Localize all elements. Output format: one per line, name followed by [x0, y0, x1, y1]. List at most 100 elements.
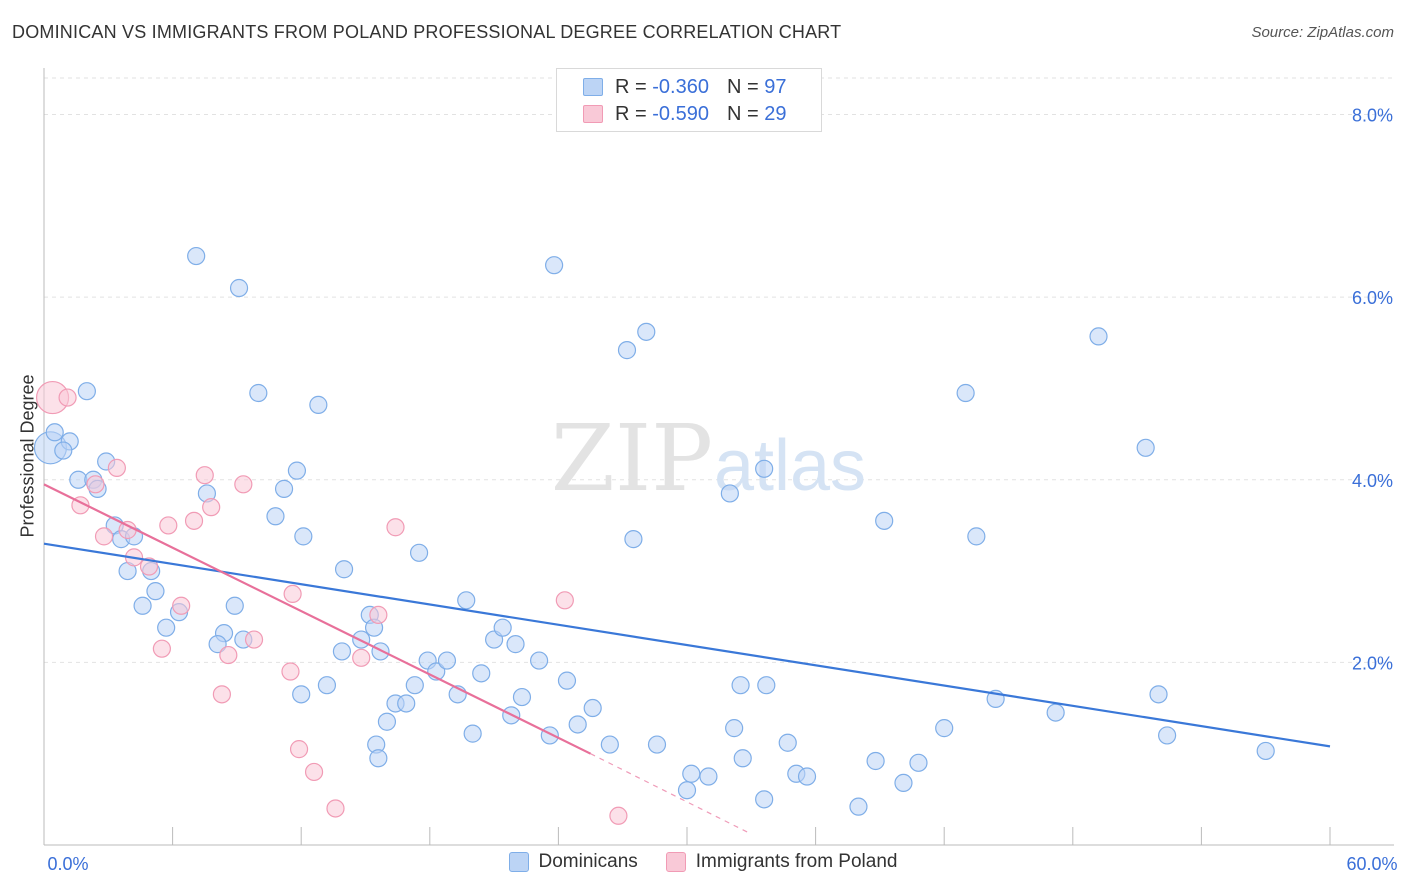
dominican-point[interactable]: [512, 687, 532, 707]
dominican-point[interactable]: [699, 767, 718, 786]
dominican-point[interactable]: [1089, 327, 1108, 346]
dominican-point[interactable]: [682, 764, 701, 783]
dominican-point[interactable]: [45, 423, 64, 442]
dominican-point[interactable]: [371, 642, 390, 661]
dominican-point[interactable]: [472, 664, 491, 683]
dominican-point[interactable]: [545, 256, 564, 275]
dominican-point[interactable]: [647, 735, 667, 754]
dominican-point[interactable]: [225, 596, 244, 615]
dominican-point[interactable]: [617, 341, 637, 360]
dominican-point[interactable]: [755, 790, 774, 809]
poland-point[interactable]: [118, 520, 137, 540]
dominican-point[interactable]: [1136, 438, 1155, 457]
poland-point[interactable]: [386, 518, 405, 537]
dominican-point[interactable]: [624, 530, 643, 549]
poland-point[interactable]: [326, 799, 345, 818]
dominican-point[interactable]: [266, 507, 285, 526]
dominican-point[interactable]: [294, 527, 313, 546]
poland-point[interactable]: [159, 516, 178, 535]
dominican-point[interactable]: [133, 596, 152, 615]
dominican-point[interactable]: [935, 719, 954, 738]
dominican-point[interactable]: [967, 527, 986, 546]
dominican-point[interactable]: [720, 484, 739, 503]
dominican-point[interactable]: [146, 582, 165, 601]
dominican-point[interactable]: [866, 751, 885, 771]
dominican-point[interactable]: [274, 479, 294, 498]
poland-point[interactable]: [289, 740, 309, 759]
poland-point[interactable]: [202, 498, 221, 517]
dominican-point[interactable]: [332, 642, 352, 661]
dominican-point[interactable]: [755, 459, 774, 478]
dominican-point[interactable]: [249, 383, 268, 403]
dominican-point[interactable]: [287, 461, 307, 480]
poland-point[interactable]: [244, 630, 264, 649]
poland-point[interactable]: [58, 388, 77, 407]
dominican-point[interactable]: [463, 724, 482, 743]
poland-point[interactable]: [107, 458, 126, 477]
dominican-point[interactable]: [334, 560, 354, 579]
dominican-point[interactable]: [733, 749, 752, 768]
x-tick-label-max: 60.0%: [1346, 854, 1397, 874]
dominican-point[interactable]: [405, 676, 424, 695]
poland-point[interactable]: [281, 662, 300, 681]
poland-point[interactable]: [139, 557, 159, 576]
dominican-point[interactable]: [157, 618, 176, 637]
dominican-point[interactable]: [583, 698, 602, 718]
dominican-point[interactable]: [875, 511, 894, 530]
poland-point[interactable]: [352, 648, 371, 667]
dominican-point[interactable]: [568, 715, 587, 734]
poland-point[interactable]: [219, 645, 238, 665]
poland-point[interactable]: [172, 596, 191, 615]
dominican-point[interactable]: [437, 651, 457, 670]
poland-point[interactable]: [555, 591, 574, 610]
dominican-point[interactable]: [317, 676, 337, 695]
poland-point[interactable]: [184, 511, 204, 530]
dominican-point[interactable]: [397, 694, 416, 713]
dominican-point[interactable]: [229, 278, 249, 298]
x-tick-label-min: 0.0%: [47, 854, 88, 874]
legend-swatch-poland: [583, 105, 603, 123]
dominican-point[interactable]: [1149, 685, 1168, 704]
dominican-point[interactable]: [409, 543, 429, 562]
poland-point[interactable]: [234, 475, 253, 494]
poland-point[interactable]: [304, 762, 324, 782]
dominican-point[interactable]: [54, 441, 73, 460]
dominican-point[interactable]: [600, 735, 619, 754]
poland-point[interactable]: [94, 527, 114, 546]
dominican-point[interactable]: [1158, 726, 1177, 745]
poland-point[interactable]: [152, 639, 171, 658]
dominican-point[interactable]: [457, 591, 476, 610]
dominican-point[interactable]: [309, 395, 328, 414]
poland-point[interactable]: [369, 605, 388, 625]
dominican-point[interactable]: [849, 797, 868, 816]
poland-point[interactable]: [609, 806, 628, 825]
dominican-point[interactable]: [493, 618, 512, 637]
dominican-point[interactable]: [956, 383, 975, 403]
dominican-point[interactable]: [677, 781, 697, 800]
poland-point[interactable]: [212, 685, 231, 704]
dominican-point[interactable]: [292, 685, 311, 704]
poland-point[interactable]: [86, 475, 105, 494]
dominican-point[interactable]: [637, 322, 656, 341]
dominican-point[interactable]: [731, 676, 750, 695]
dominican-point[interactable]: [778, 733, 797, 752]
dominican-point[interactable]: [557, 671, 577, 690]
dominican-point[interactable]: [757, 676, 776, 695]
dominican-point[interactable]: [377, 712, 397, 731]
dominican-point[interactable]: [797, 767, 817, 786]
poland-point[interactable]: [283, 584, 302, 603]
dominican-point[interactable]: [1256, 741, 1275, 761]
legend-item-poland[interactable]: Immigrants from Poland: [665, 851, 897, 873]
poland-point[interactable]: [195, 466, 214, 485]
dominican-point[interactable]: [208, 635, 227, 654]
dominican-point[interactable]: [506, 635, 525, 654]
legend-item-dominicans[interactable]: Dominicans: [508, 851, 638, 873]
dominican-point[interactable]: [725, 719, 744, 738]
dominican-point[interactable]: [369, 749, 388, 768]
dominican-point[interactable]: [187, 246, 206, 266]
dominican-point[interactable]: [909, 753, 928, 772]
dominican-point[interactable]: [77, 382, 96, 401]
dominican-point[interactable]: [1046, 703, 1065, 722]
dominican-point[interactable]: [530, 651, 549, 670]
dominican-point[interactable]: [894, 773, 913, 793]
